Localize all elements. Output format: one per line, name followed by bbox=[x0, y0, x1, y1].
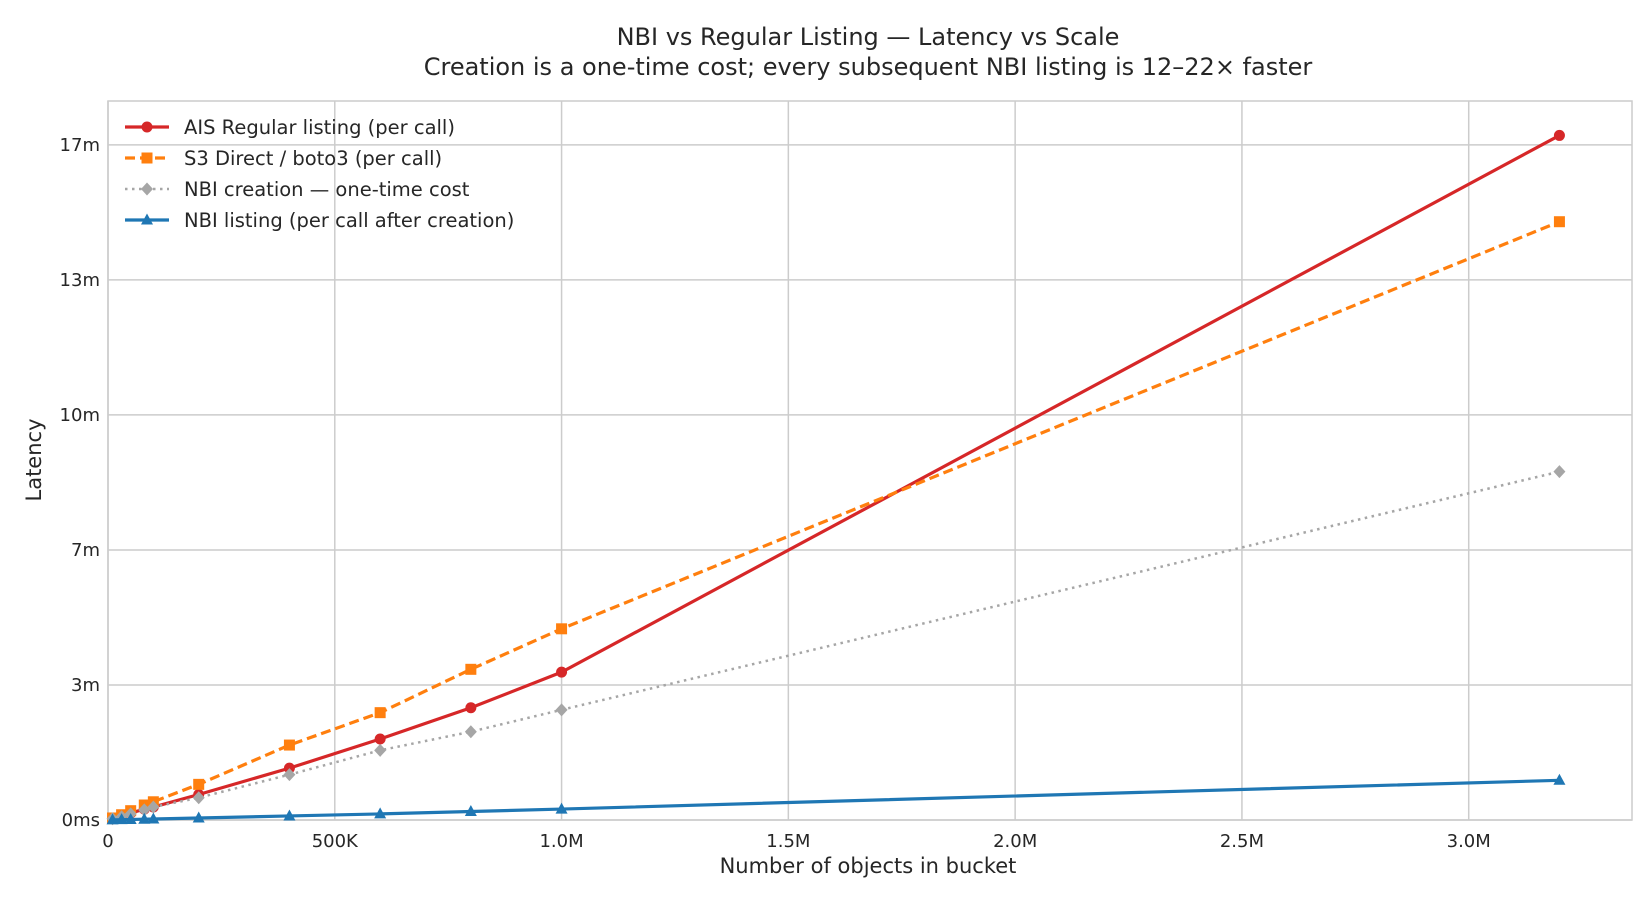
y-tick-label: 13m bbox=[60, 270, 100, 291]
chart-subtitle: Creation is a one-time cost; every subse… bbox=[424, 53, 1313, 81]
y-tick-label: 7m bbox=[71, 540, 100, 561]
legend-entry: NBI creation — one-time cost bbox=[125, 178, 470, 201]
triangle-marker bbox=[283, 809, 296, 821]
square-marker bbox=[374, 707, 386, 719]
circle-marker bbox=[1553, 129, 1565, 141]
tick-labels: 0 500K 1.0M 1.5M 2.0M 2.5M 3.0M 0ms 3m 7m 10m 13m 17… bbox=[60, 135, 1491, 852]
square-marker bbox=[193, 778, 205, 790]
x-tick-label: 1.5M bbox=[766, 831, 810, 852]
square-marker bbox=[1553, 216, 1565, 228]
series-line bbox=[111, 220, 1561, 820]
y-tick-label: 17m bbox=[60, 135, 100, 156]
diamond-marker bbox=[283, 768, 296, 782]
diamond-marker bbox=[464, 725, 477, 739]
diamond-marker bbox=[192, 791, 205, 805]
y-tick-label: 0ms bbox=[62, 810, 100, 831]
legend-entry: NBI listing (per call after creation) bbox=[125, 209, 514, 232]
x-tick-label: 500K bbox=[312, 831, 359, 852]
triangle-marker bbox=[141, 213, 153, 225]
x-tick-label: 2.0M bbox=[993, 831, 1037, 852]
triangle-marker bbox=[115, 813, 128, 825]
series-line bbox=[112, 778, 1560, 822]
series-line bbox=[112, 134, 1561, 821]
circle-marker bbox=[465, 702, 477, 714]
triangle-marker bbox=[106, 813, 119, 825]
legend-entry: AIS Regular listing (per call) bbox=[125, 116, 455, 139]
legend: AIS Regular listing (per call) S3 Direct … bbox=[125, 116, 514, 232]
diamond-marker bbox=[147, 800, 160, 814]
circle-marker bbox=[374, 733, 386, 745]
series-2 bbox=[106, 465, 1566, 826]
series-1 bbox=[107, 216, 1565, 824]
triangle-marker bbox=[374, 807, 387, 819]
diamond-marker bbox=[374, 743, 387, 757]
y-axis-label: Latency bbox=[22, 418, 46, 501]
diamond-marker bbox=[141, 182, 153, 196]
x-tick-label: 2.5M bbox=[1220, 831, 1264, 852]
plot-area-frame bbox=[107, 100, 1633, 821]
triangle-marker bbox=[555, 802, 568, 814]
x-tick-label: 1.0M bbox=[539, 831, 583, 852]
triangle-marker bbox=[147, 812, 160, 824]
series-3 bbox=[106, 773, 1566, 825]
diamond-marker bbox=[1553, 465, 1566, 479]
legend-label: NBI listing (per call after creation) bbox=[184, 209, 514, 232]
square-marker bbox=[283, 739, 295, 751]
diamond-marker bbox=[555, 703, 568, 717]
triangle-marker bbox=[138, 812, 151, 824]
triangle-marker bbox=[1553, 773, 1566, 785]
legend-entry: S3 Direct / boto3 (per call) bbox=[125, 147, 442, 170]
series-layer bbox=[106, 129, 1566, 826]
square-marker bbox=[556, 623, 568, 635]
circle-marker bbox=[141, 121, 153, 133]
square-marker bbox=[465, 663, 477, 675]
diamond-marker bbox=[138, 803, 151, 817]
x-tick-label: 0 bbox=[102, 831, 113, 852]
series-0 bbox=[107, 129, 1565, 825]
square-marker bbox=[141, 152, 153, 164]
legend-label: S3 Direct / boto3 (per call) bbox=[184, 147, 442, 170]
legend-label: NBI creation — one-time cost bbox=[184, 178, 470, 201]
y-tick-label: 10m bbox=[60, 405, 100, 426]
x-tick-label: 3.0M bbox=[1447, 831, 1491, 852]
circle-marker bbox=[556, 666, 568, 678]
triangle-marker bbox=[192, 811, 205, 823]
x-axis-label: Number of objects in bucket bbox=[720, 854, 1017, 878]
chart-title: NBI vs Regular Listing — Latency vs Scal… bbox=[617, 23, 1120, 51]
grid bbox=[107, 101, 1632, 821]
triangle-marker bbox=[124, 812, 137, 824]
y-tick-label: 3m bbox=[71, 675, 100, 696]
legend-label: AIS Regular listing (per call) bbox=[184, 116, 455, 139]
triangle-marker bbox=[464, 804, 477, 816]
